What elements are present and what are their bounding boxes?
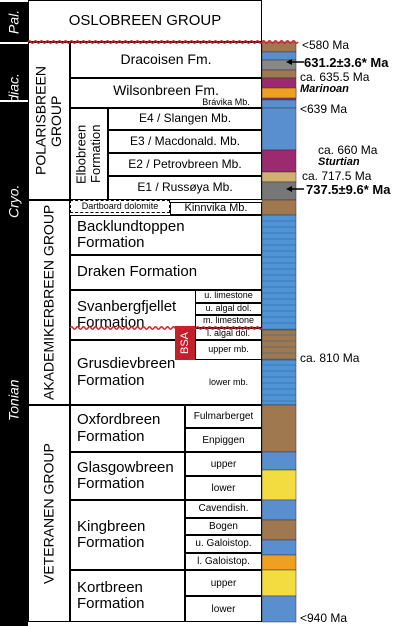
lithology-bed [261,149,297,173]
member: E2 / Petrovbreen Mb. [108,153,262,176]
lithology-bed [261,51,297,61]
lithology-bed [261,554,297,571]
lithology-bed [261,469,297,501]
unconformity [69,326,263,330]
member: l. Galoistop. [185,552,262,570]
member: E1 / Russøya Mb. [108,176,262,200]
member: Enpiggen [185,428,262,452]
age-label: Sturtian [318,156,360,168]
arrow-head [286,59,292,65]
formation: Backlundtoppen Formation [70,215,262,255]
member: Fulmarberget [185,405,262,428]
age-label: Marinoan [300,83,349,95]
age-label: ca. 810 Ma [300,351,360,365]
lithology-bed [261,99,297,109]
member: u. limestone [195,290,262,303]
lithology-bed [261,69,297,79]
age-label: <580 Ma [302,38,350,52]
member: lower mb. [208,376,248,387]
age-label: 631.2±3.6* Ma [304,55,389,70]
member: upper mb. [195,340,262,360]
age-label: <940 Ma [300,611,348,625]
lithology-bed [261,499,297,521]
lithology-bed [261,359,297,406]
unconformity [27,40,299,44]
age-label: <639 Ma [300,102,348,116]
lithology-bed [261,329,297,361]
formation: Kingbreen Formation [70,500,185,570]
member: lower [185,476,262,500]
lithology-bed [261,569,297,597]
member: Dartboard dolomite [70,200,170,213]
member: u. Galoistop. [185,535,262,553]
age-label: ca. 660 Ma [318,143,378,157]
member: Bogen [185,517,262,535]
member: Cavendish. [185,500,262,518]
age-label: ca. 717.5 Ma [302,169,372,183]
group-label: OSLOBREEN GROUP [28,0,262,42]
member: E4 / Slangen Mb. [108,108,262,130]
lithology-bed [261,404,297,453]
lithology-bed [261,87,297,99]
lithology-bed [261,107,297,151]
member: E3 / Macdonald. Mb. [108,130,262,153]
formation: Glasgowbreen Formation [70,452,185,500]
member: lower [185,596,262,622]
arrow-head [286,186,292,192]
formation: Wilsonbreen Fm. [70,78,262,108]
lithology-bed [261,171,297,183]
age-label: ca. 635.5 Ma [300,70,370,84]
lithology-bed [261,199,297,216]
lithology-bed [261,539,297,556]
formation: Dracoisen Fm. [70,42,262,78]
age-label: 737.5±9.6* Ma [306,182,391,197]
lithology-bed [261,519,297,541]
lithology-bed [261,451,297,471]
formation: Oxfordbreen Formation [70,405,185,452]
member: u. algal dol. [195,302,262,315]
member: Kinnvika Mb. [170,202,262,215]
formation: Draken Formation [70,255,262,290]
formation: Kortbreen Formation [70,570,185,622]
lithology-bed [261,214,297,331]
lithology-bed [261,595,297,623]
member: upper [185,570,262,596]
member: upper [185,452,262,476]
member: Brávika Mb. [202,97,250,108]
